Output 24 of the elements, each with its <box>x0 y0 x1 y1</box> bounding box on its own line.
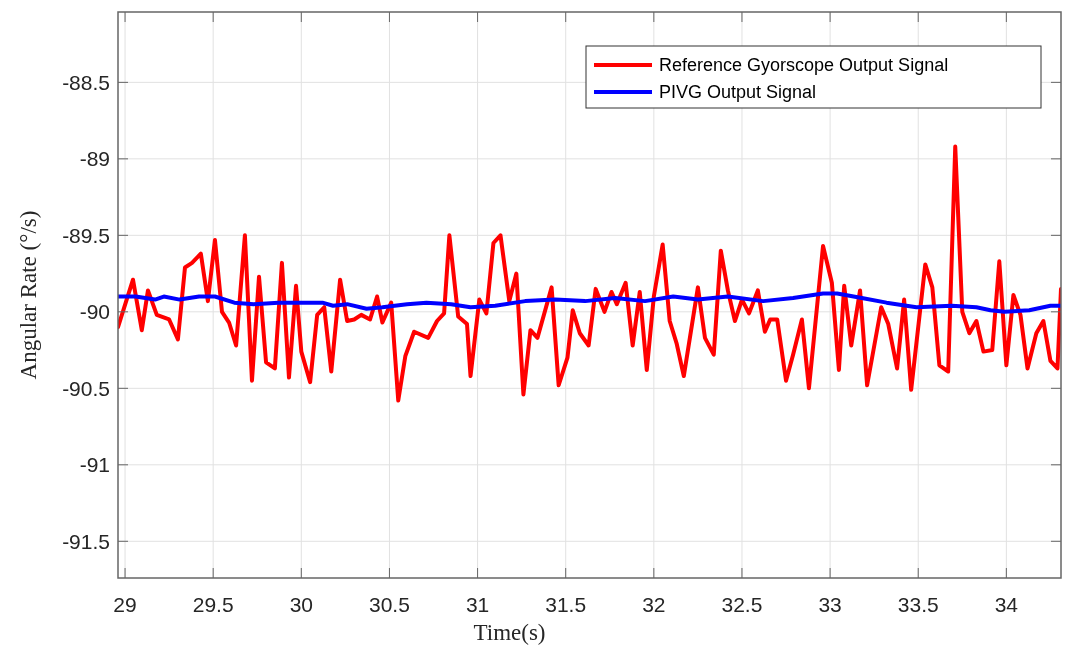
y-axis-title: Angular Rate (°/s) <box>16 210 41 380</box>
y-tick-label: -90.5 <box>62 376 110 400</box>
x-tick-label: 29 <box>113 593 137 616</box>
y-tick-label: -89.5 <box>62 223 110 247</box>
x-tick-label: 31.5 <box>545 593 587 616</box>
y-tick-label: -90 <box>79 300 110 324</box>
x-tick-label: 32 <box>642 593 666 616</box>
x-tick-label: 32.5 <box>721 593 763 616</box>
x-tick-label: 29.5 <box>192 593 234 616</box>
x-tick-label: 30.5 <box>369 593 410 616</box>
line-series <box>118 291 1061 314</box>
x-tick-label: 34 <box>994 593 1019 616</box>
x-tick-label: 33 <box>818 593 842 616</box>
legend-label: Reference Gyorscope Output Signal <box>659 55 949 76</box>
x-tick-label: 33.5 <box>897 593 939 616</box>
y-tick-label: -89 <box>79 147 110 171</box>
line-series <box>118 144 1061 403</box>
y-tick-label: -91 <box>79 453 110 477</box>
x-axis-title: Time(s) <box>473 620 546 645</box>
x-tick-label: 30 <box>289 593 313 616</box>
legend-label: PIVG Output Signal <box>659 82 817 103</box>
x-tick-label: 31 <box>465 593 490 616</box>
y-tick-label: -88.5 <box>62 70 110 94</box>
y-tick-label: -91.5 <box>62 529 110 553</box>
